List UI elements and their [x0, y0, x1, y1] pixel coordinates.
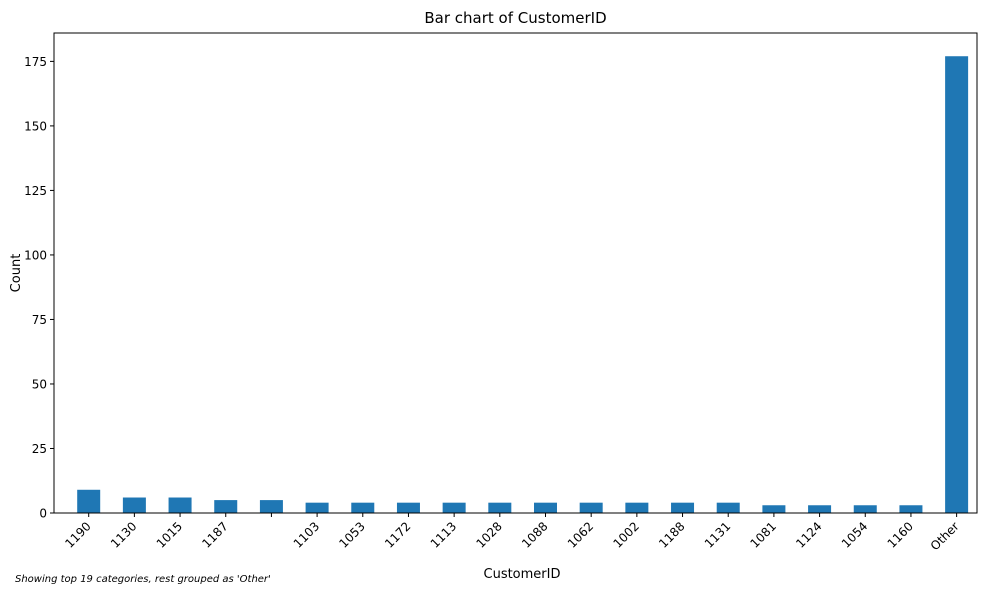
x-tick-label: 1103: [291, 519, 322, 550]
bar: [442, 502, 466, 513]
y-tick-label: 175: [24, 55, 47, 69]
x-tick-label: 1062: [565, 519, 596, 550]
x-tick-label: 1054: [839, 519, 870, 550]
y-tick-label: 50: [32, 377, 47, 391]
bar: [168, 497, 192, 513]
bar: [305, 502, 329, 513]
x-tick-label: 1130: [108, 519, 139, 550]
x-tick-label: 1190: [62, 519, 93, 550]
y-tick-label: 150: [24, 119, 47, 133]
y-tick-label: 100: [24, 248, 47, 262]
bar: [396, 502, 420, 513]
bar: [77, 489, 101, 513]
x-tick-label: 1124: [793, 519, 824, 550]
x-tick-label: 1002: [610, 519, 641, 550]
y-axis-label: Count: [9, 254, 24, 293]
x-tick-label: 1131: [702, 519, 733, 550]
chart-footnote: Showing top 19 categories, rest grouped …: [15, 574, 271, 585]
y-tick-label: 75: [32, 313, 47, 327]
bar: [259, 500, 283, 513]
y-tick-label: 25: [32, 442, 47, 456]
bar: [579, 502, 603, 513]
bar: [122, 497, 146, 513]
chart-title: Bar chart of CustomerID: [424, 9, 606, 27]
x-tick-label: 1172: [382, 519, 413, 550]
bar: [808, 505, 832, 513]
bar: [214, 500, 238, 513]
bar: [899, 505, 923, 513]
x-axis: 1190 1130 1015 1187 1103 1053 1172 1113 1028 1088…: [62, 513, 962, 553]
x-tick-label: 1081: [748, 519, 779, 550]
x-tick-label: 1088: [519, 519, 550, 550]
x-tick-label: 1028: [473, 519, 504, 550]
x-tick-label: 1015: [154, 519, 185, 550]
bar: [762, 505, 786, 513]
bar: [534, 502, 557, 513]
bars-group: [77, 56, 969, 514]
bar: [351, 502, 375, 513]
bar: [625, 502, 649, 513]
y-tick-label: 125: [24, 184, 47, 198]
x-tick-label: 1053: [336, 519, 367, 550]
bar: [671, 502, 695, 513]
x-tick-label: 1187: [199, 519, 230, 550]
x-axis-label: CustomerID: [484, 567, 561, 582]
bar: [853, 505, 877, 513]
x-tick-label: Other: [928, 519, 962, 553]
x-tick-label: 1113: [428, 519, 459, 550]
y-tick-label: 0: [39, 507, 47, 521]
x-tick-label: 1188: [656, 519, 687, 550]
x-tick-label: 1160: [885, 519, 916, 550]
bar: [716, 502, 740, 513]
bar: [488, 502, 512, 513]
bar: [945, 56, 969, 514]
plot-frame: [53, 32, 978, 514]
y-axis: 0 25 50 75 100 125 150 175: [24, 55, 54, 521]
